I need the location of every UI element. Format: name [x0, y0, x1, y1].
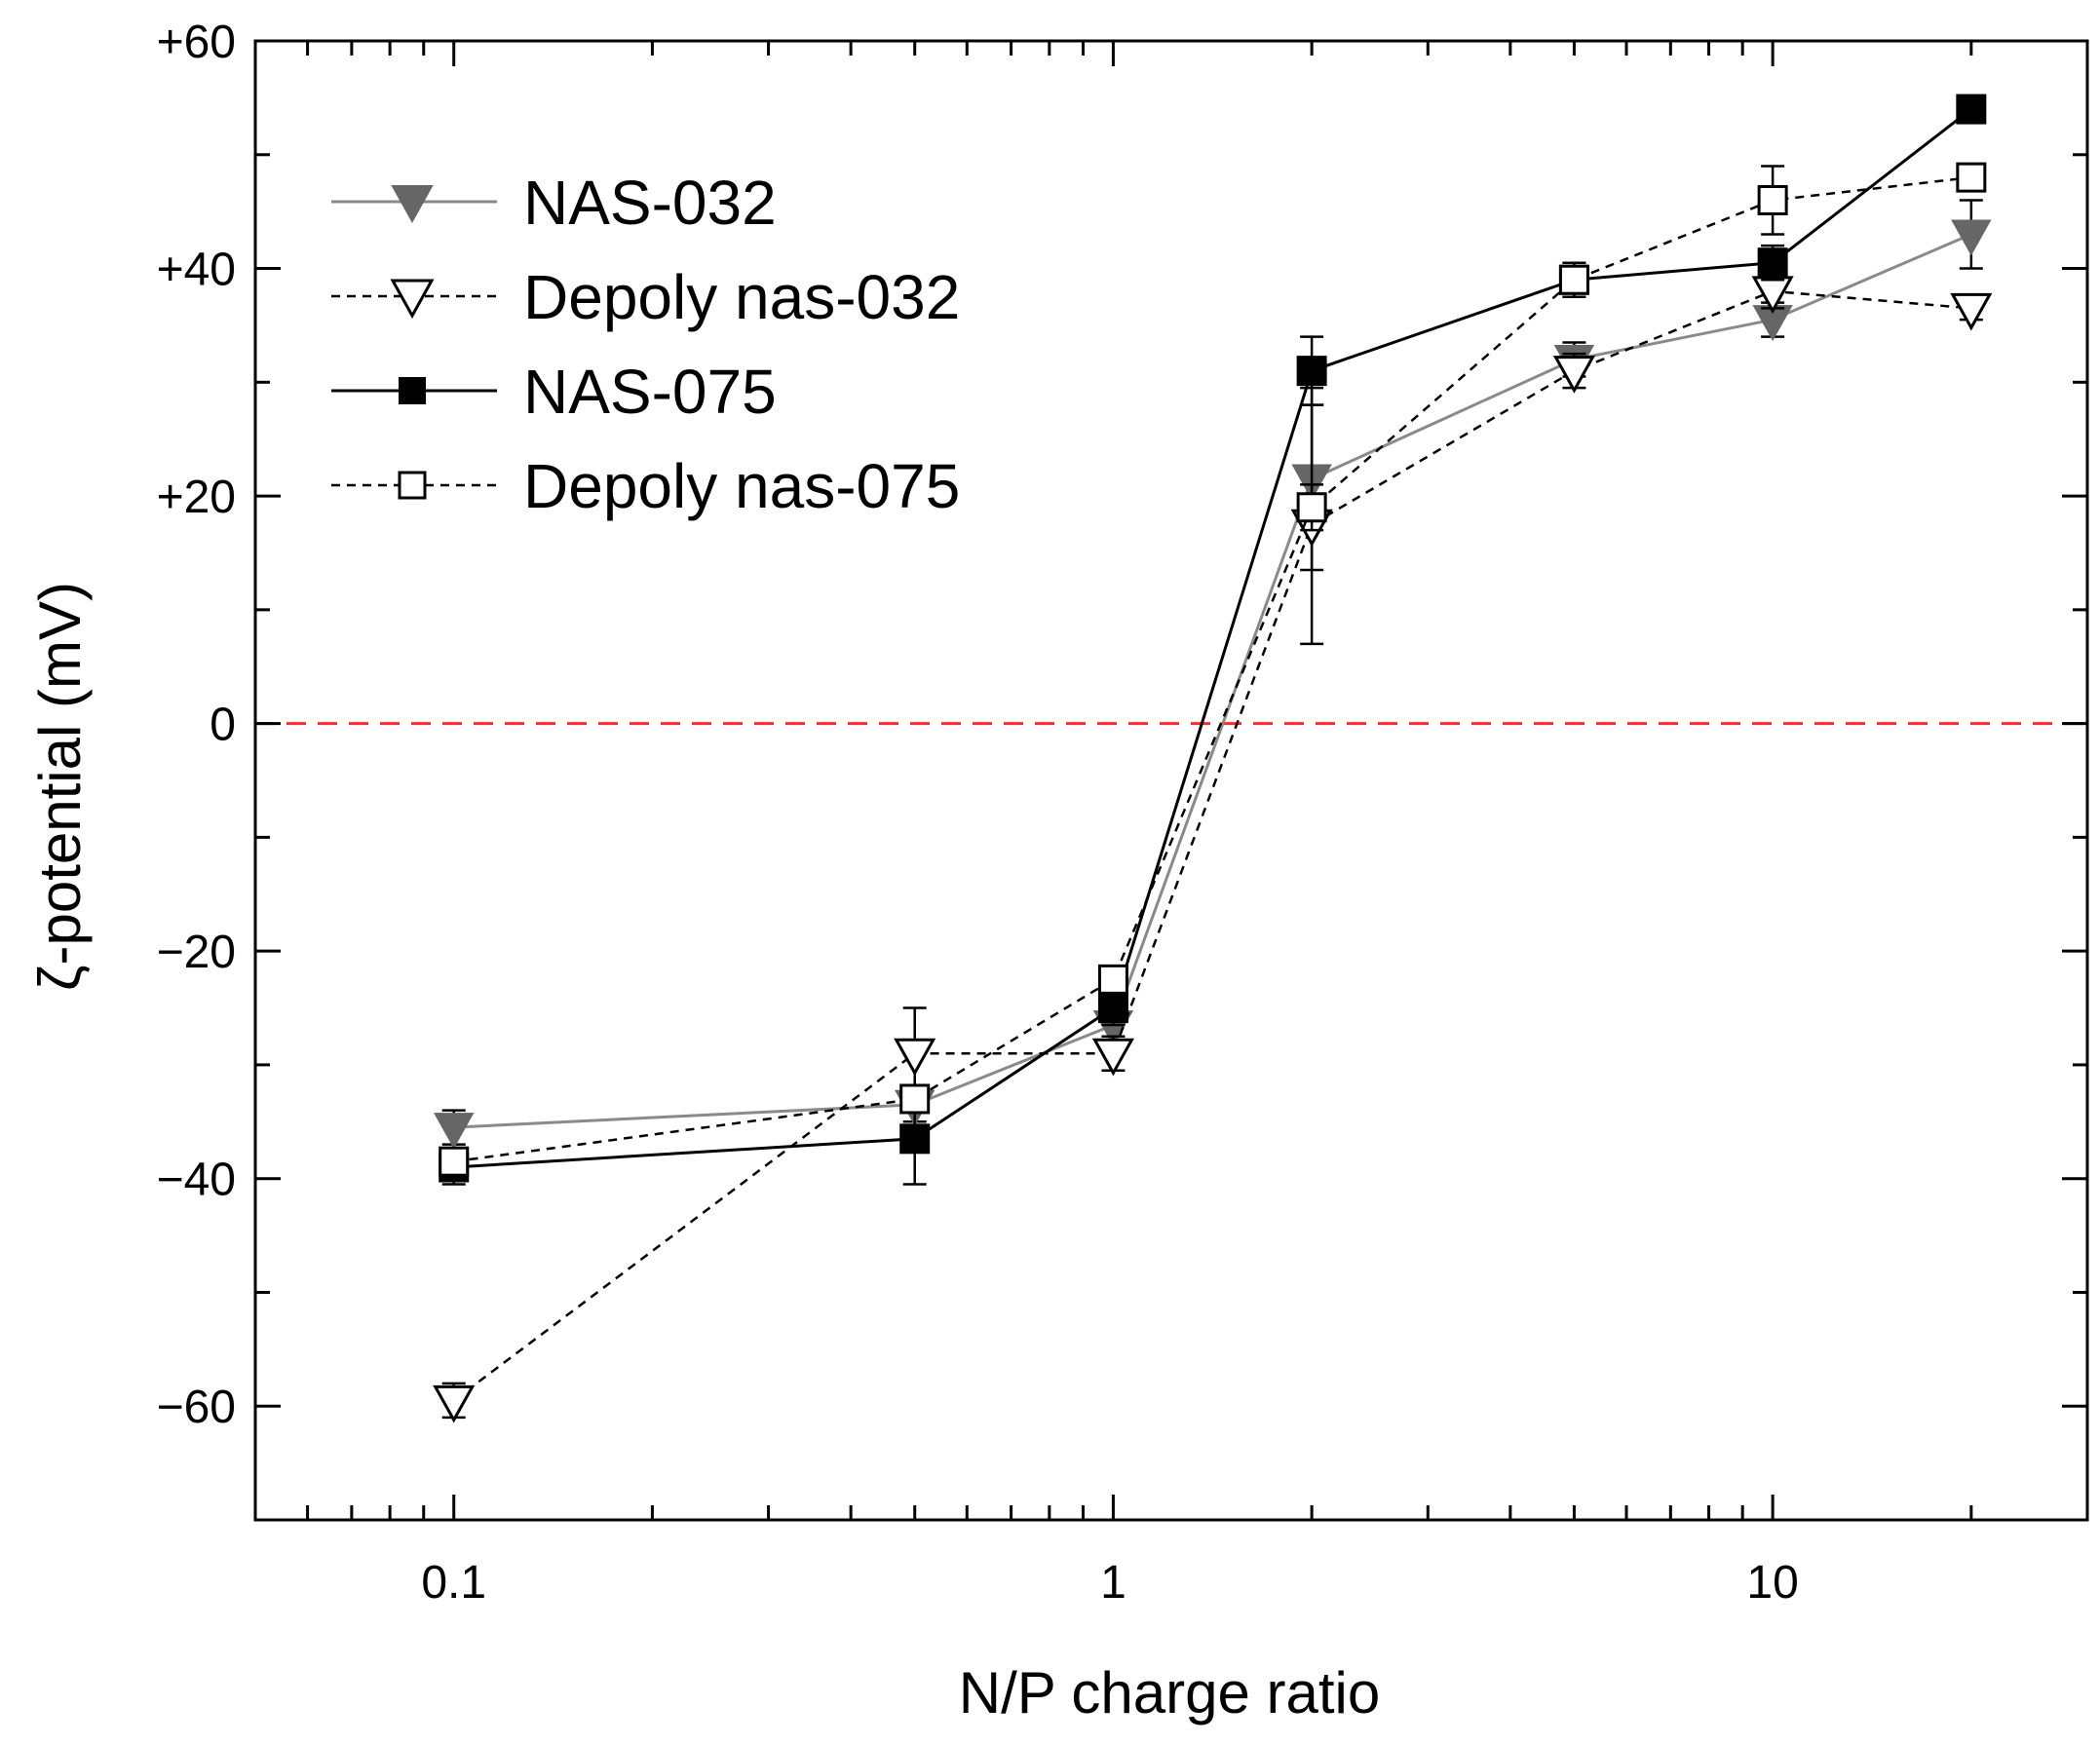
data-point [439, 1146, 470, 1177]
legend-label-depoly-nas-032: Depoly nas-032 [523, 262, 960, 332]
plot-area: +60 +40 +20 0 −20 −40 −60 0.1 1 10 [157, 17, 2089, 1609]
x-tick-label: 10 [1746, 1557, 1798, 1609]
series-depoly-nas-075 [439, 162, 1987, 1177]
y-tick-label: 0 [210, 700, 236, 751]
data-point [899, 1123, 931, 1155]
x-tick-label: 0.1 [421, 1557, 486, 1609]
x-axis-title: N/P charge ratio [959, 1660, 1380, 1725]
legend-label-nas-075: NAS-075 [523, 357, 777, 427]
data-point [1296, 356, 1327, 387]
data-point [1951, 219, 1992, 256]
legend-marker-nas-032 [391, 185, 434, 224]
data-point [1558, 264, 1589, 295]
data-point [894, 1038, 936, 1077]
y-tick-label: −60 [157, 1382, 236, 1433]
data-point [899, 1083, 931, 1115]
data-point [1956, 162, 1987, 193]
y-tick-label: −20 [157, 927, 236, 978]
y-tick-label: +20 [157, 472, 236, 523]
data-point [1552, 356, 1595, 394]
series-nas-032 [434, 199, 1992, 1150]
y-tick-label: −40 [157, 1155, 236, 1206]
data-point [1757, 247, 1788, 279]
legend-entry-depoly-nas-075: Depoly nas-075 [331, 451, 960, 521]
y-axis-title: ζ-potential (mV) [27, 582, 93, 991]
y-tick-label: +60 [157, 17, 236, 68]
data-point [1757, 184, 1788, 215]
legend-label-nas-032: NAS-032 [523, 168, 777, 238]
y-tick-label: +40 [157, 245, 236, 296]
legend-label-depoly-nas-075: Depoly nas-075 [523, 451, 960, 521]
data-point [1296, 492, 1327, 523]
x-tick-label: 1 [1100, 1557, 1126, 1609]
series-nas-075 [439, 94, 1987, 1186]
legend: NAS-032 Depoly nas-032 NAS-075 Depoly na… [331, 168, 960, 521]
data-point [1097, 993, 1128, 1024]
legend-marker-depoly-nas-075 [398, 471, 427, 500]
legend-marker-nas-075 [399, 377, 426, 404]
legend-entry-nas-032: NAS-032 [331, 168, 777, 238]
data-point [1097, 964, 1128, 995]
data-point [1950, 292, 1993, 331]
plot-frame [253, 39, 2089, 1522]
data-point [1091, 1038, 1134, 1077]
data-point [433, 1384, 476, 1423]
series-depoly-nas-032 [433, 273, 1993, 1423]
data-point [1956, 94, 1987, 125]
data-point [434, 1113, 475, 1150]
legend-entry-depoly-nas-032: Depoly nas-032 [331, 262, 960, 332]
legend-marker-depoly-nas-032 [390, 279, 435, 320]
legend-entry-nas-075: NAS-075 [331, 357, 777, 427]
